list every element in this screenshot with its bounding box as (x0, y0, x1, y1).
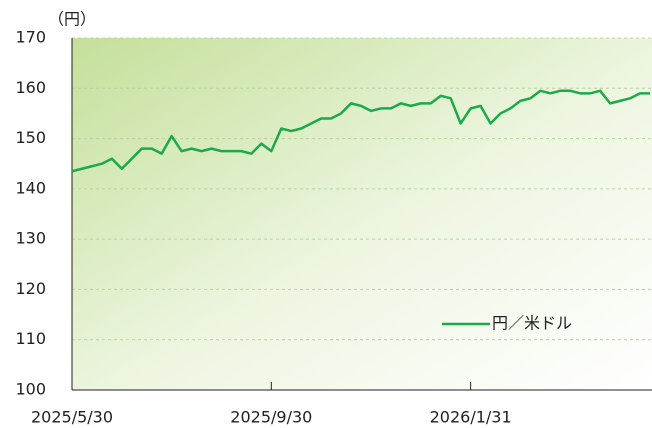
y-tick-label: 160 (15, 78, 46, 97)
x-tick-label: 2026/1/31 (430, 408, 512, 427)
y-tick-label: 150 (15, 128, 46, 147)
y-tick-label: 110 (15, 329, 46, 348)
y-tick-label: 120 (15, 279, 46, 298)
y-tick-label: 140 (15, 178, 46, 197)
y-tick-label: 100 (15, 380, 46, 399)
line-series (71, 89, 650, 173)
x-tick-label: 2025/5/30 (31, 408, 113, 427)
legend-label: 円／米ドル (492, 314, 572, 333)
y-tick-label: 130 (15, 229, 46, 248)
y-tick-label: 170 (15, 28, 46, 47)
plot-area (72, 38, 652, 390)
y-axis-label: （円） (48, 10, 96, 29)
x-tick-label: 2025/9/30 (230, 408, 312, 427)
